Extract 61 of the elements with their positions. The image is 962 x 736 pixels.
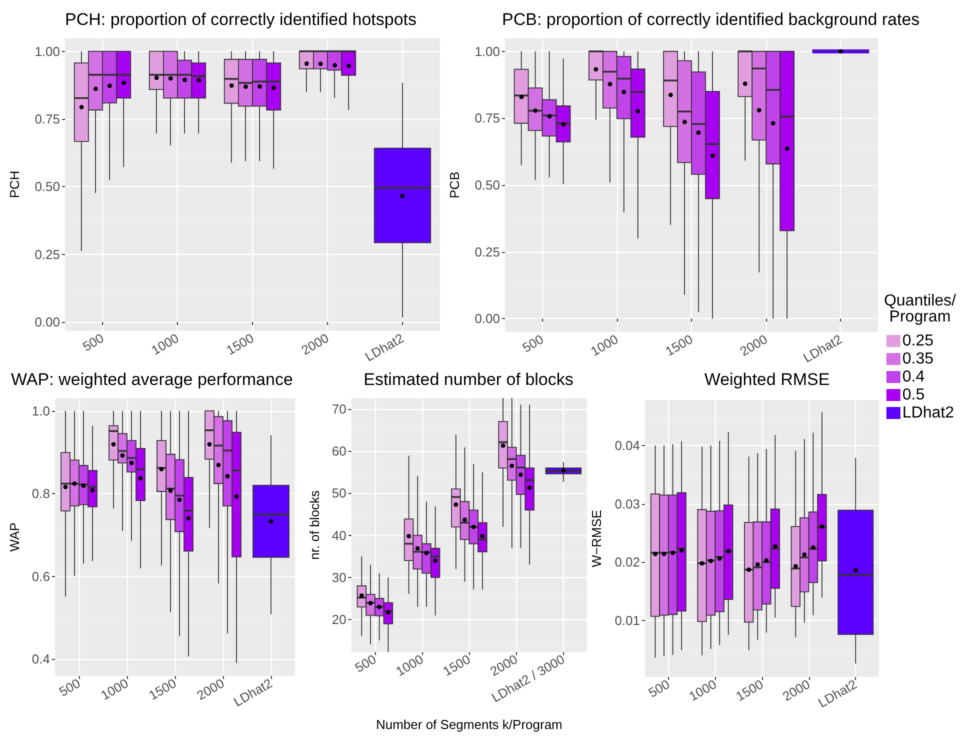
legend-title: Quantiles/ Program — [884, 292, 957, 326]
y-tick-label: 0.50 — [474, 178, 500, 192]
x-tick-label: 1000 — [686, 676, 719, 704]
y-tick-label: 0.02 — [614, 554, 640, 570]
y-tick-label: 1.0 — [32, 403, 50, 418]
y-tick-label: 60 — [332, 444, 346, 459]
y-tick-label: 0.8 — [32, 486, 50, 502]
x-tick-label: 1000 — [393, 652, 426, 679]
y-tick-label: 0.01 — [614, 612, 640, 628]
legend-label: 0.35 — [902, 350, 934, 368]
x-tick-label: 500 — [80, 330, 106, 354]
y-tick-label: 0.04 — [614, 438, 640, 453]
legend-label: LDhat2 — [902, 404, 954, 422]
x-tick-label: 1500 — [146, 676, 179, 703]
y-tick-label: 30 — [332, 570, 346, 585]
x-tick-label: 1000 — [148, 330, 182, 358]
chart-title: WAP: weighted average performance — [11, 370, 293, 389]
y-axis-title: PCB — [447, 172, 462, 198]
legend-label: 0.25 — [902, 332, 934, 350]
y-tick-label: 0.03 — [614, 496, 640, 512]
y-axis-title: W−RMSE — [589, 509, 604, 568]
y-tick-label: 0.25 — [474, 244, 500, 260]
x-tick-label: 500 — [352, 652, 379, 676]
y-tick-label: 0.4 — [32, 652, 50, 667]
x-tick-label: 500 — [520, 332, 546, 356]
x-tick-label: 500 — [56, 676, 83, 700]
chart-title: PCB: proportion of correctly identified background rates — [502, 10, 920, 29]
x-tick-label: 2000 — [298, 330, 332, 358]
y-tick-label: 1.00 — [34, 44, 60, 59]
y-tick-label: 0.6 — [32, 568, 50, 584]
y-tick-label: 1.00 — [474, 44, 500, 59]
y-tick-label: 0.75 — [474, 110, 500, 126]
x-tick-label: 1500 — [662, 332, 696, 359]
chart-title: Estimated number of blocks — [364, 370, 574, 389]
y-tick-label: 0.25 — [34, 246, 60, 262]
chart-title: Weighted RMSE — [704, 370, 830, 389]
y-axis-title: nr. of blocks — [307, 490, 322, 560]
y-tick-label: 0.00 — [34, 314, 60, 330]
chart-title: PCH: proportion of correctly identified hotspots — [65, 10, 417, 29]
x-tick-label: 2000 — [737, 332, 770, 359]
y-tick-label: 0.75 — [34, 111, 60, 126]
legend-label: 0.4 — [902, 368, 925, 386]
x-tick-label: 2000 — [194, 676, 227, 703]
x-tick-label: 1500 — [224, 330, 256, 358]
y-tick-label: 50 — [332, 486, 346, 501]
y-tick-label: 20 — [332, 612, 346, 628]
y-axis-title: PCH — [7, 170, 22, 198]
x-tick-label: 2000 — [780, 676, 813, 704]
y-tick-label: 0.00 — [474, 311, 500, 326]
x-axis-title: Number of Segments k/Program — [376, 717, 562, 732]
legend-label: 0.5 — [902, 386, 925, 404]
y-tick-label: 0.50 — [34, 179, 60, 194]
x-tick-label: 1000 — [98, 676, 131, 703]
x-tick-label: 1000 — [588, 332, 621, 359]
y-tick-label: 40 — [332, 528, 346, 543]
x-tick-label: 500 — [646, 676, 672, 700]
x-tick-label: 2000 — [488, 652, 520, 679]
y-tick-label: 70 — [332, 401, 346, 416]
x-tick-label: 1500 — [440, 652, 473, 679]
y-axis-title: WAP — [7, 522, 22, 552]
x-tick-label: 1500 — [733, 676, 766, 704]
